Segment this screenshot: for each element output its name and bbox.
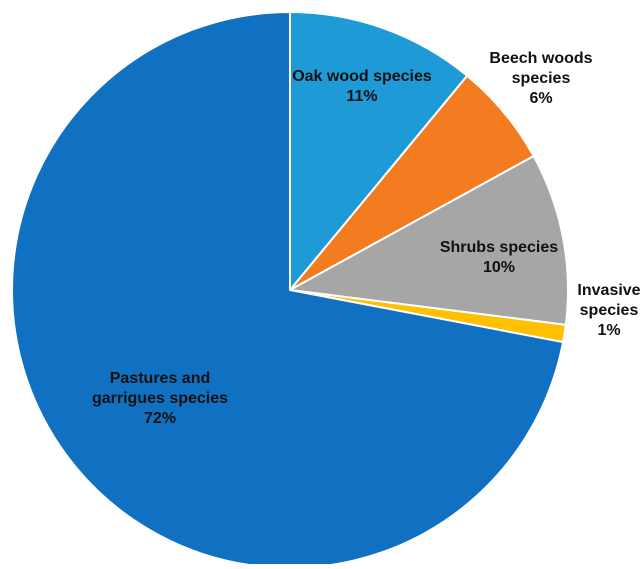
pie-slice-pastures-garrigues: [11, 11, 565, 569]
slice-label-line-invasive: Invasive: [577, 282, 640, 299]
slice-percent-oak-wood: 11%: [346, 88, 377, 105]
slice-label-line-oak-wood: Oak wood species: [292, 68, 432, 85]
slice-label-line-beech-woods: species: [512, 70, 571, 87]
slice-label-line-beech-woods: Beech woods: [489, 50, 592, 67]
slice-label-pastures-garrigues: Pastures and garrigues species 72%: [92, 370, 228, 427]
slice-label-line-invasive: species: [580, 302, 639, 319]
pie-slice-shrubs: [289, 155, 569, 326]
slice-label-line-shrubs: Shrubs species: [440, 239, 558, 256]
slices-layer: [11, 11, 569, 569]
slice-percent-beech-woods: 6%: [529, 90, 552, 107]
labels-layer: Oak wood species 11% Beech woods species 6% S…: [92, 50, 641, 427]
slice-percent-shrubs: 10%: [483, 259, 515, 276]
slice-label-line-pastures-garrigues: Pastures and: [110, 370, 210, 387]
slice-label-oak-wood: Oak wood species 11%: [292, 68, 432, 105]
slice-percent-invasive: 1%: [597, 322, 620, 339]
slice-label-line-pastures-garrigues: garrigues species: [92, 390, 228, 407]
slice-percent-pastures-garrigues: 72%: [144, 410, 176, 427]
pie-slice-oak-wood: [289, 11, 469, 291]
slice-label-beech-woods: Beech woods species 6%: [489, 50, 592, 107]
slice-label-shrubs: Shrubs species 10%: [440, 239, 558, 276]
slice-label-invasive: Invasive species 1%: [577, 282, 640, 339]
